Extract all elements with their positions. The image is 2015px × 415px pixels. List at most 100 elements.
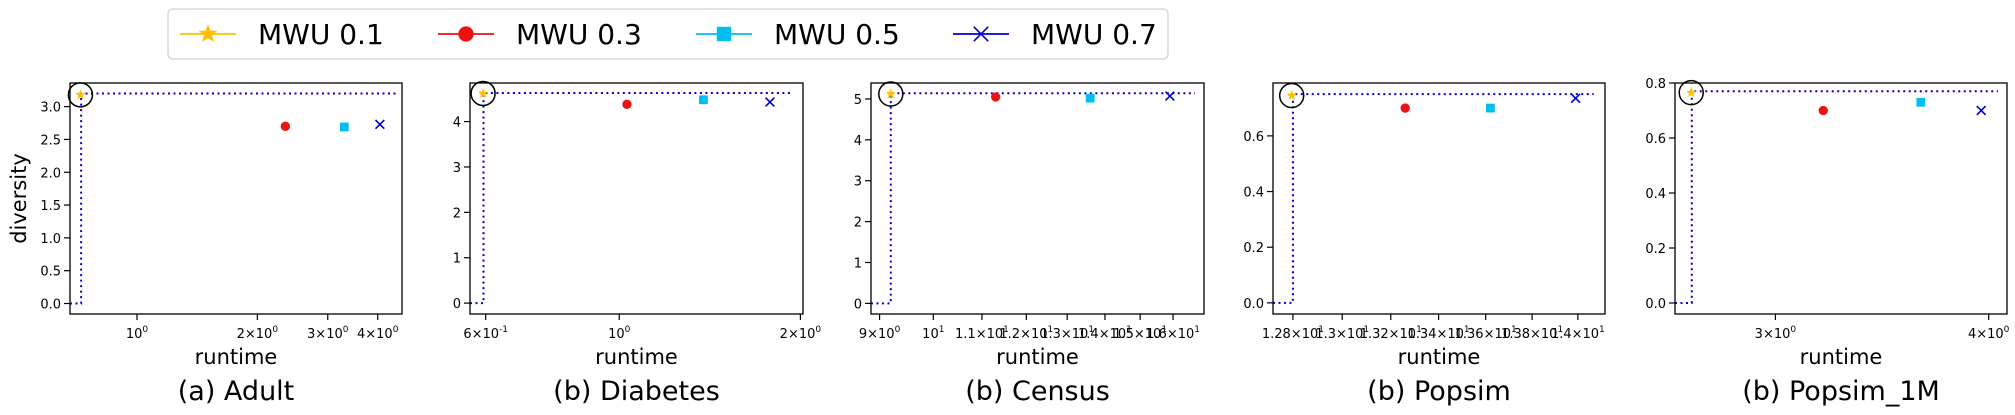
y-tick-label: 0.0 (1645, 297, 1666, 312)
x-tick-label-base: 9×10 (859, 327, 895, 342)
x-tick-label-base: 1.28×10 (1262, 327, 1318, 342)
x-tick-label-base: 3×10 (307, 327, 343, 342)
plot-frame (870, 82, 1205, 315)
x-axis-label: runtime (195, 345, 278, 369)
x-tick-label: 2×100 (237, 325, 279, 342)
data-point (699, 95, 708, 105)
x-tick-label: 1.4×101 (1078, 325, 1132, 342)
x-tick-label-base: 2×10 (780, 327, 816, 342)
x-tick-label: 1.36×101 (1455, 325, 1517, 342)
x-tick-label-base: 1.5×10 (1113, 327, 1161, 342)
x-tick-label-exponent: 0 (1790, 325, 1796, 335)
frontier-line (1675, 90, 1998, 304)
x-tick-label-base: 10 (608, 327, 625, 342)
y-tick-label: 3 (453, 161, 461, 176)
square-marker-icon (716, 26, 732, 42)
data-point (622, 99, 632, 110)
x-tick-label: 100 (126, 325, 149, 342)
legend-label: MWU 0.7 (1031, 18, 1157, 51)
chart-panel: 0.00.20.40.61.28×1011.3×1011.32×1011.34×… (1243, 82, 1606, 407)
x-tick-label-base: 1.6×10 (1146, 327, 1194, 342)
data-point (374, 119, 385, 130)
y-tick-label: 0.2 (1243, 241, 1264, 256)
y-tick-label: 0.4 (1243, 186, 1264, 201)
x-tick-label-exponent: 1 (1003, 325, 1009, 335)
y-tick-label: 4 (854, 134, 862, 149)
x-tick-label-exponent: 0 (815, 325, 821, 335)
x-tick-label-exponent: 1 (1464, 325, 1470, 335)
x-tick-label-exponent: 0 (2004, 325, 2010, 335)
data-point (1570, 93, 1581, 104)
legend-frame (167, 8, 1169, 60)
y-tick-label: 2.5 (40, 133, 61, 148)
x-tick-label: 1.28×101 (1262, 325, 1324, 342)
x-tick-label: 1.38×101 (1501, 325, 1563, 342)
circle-marker-icon (458, 26, 474, 42)
x-tick-label-base: 10 (922, 327, 939, 342)
highlight-circle (878, 81, 904, 107)
legend-item: MWU 0.3 (438, 18, 642, 51)
data-point-stroke (1570, 93, 1581, 104)
legend-item: MWU 0.1 (180, 18, 384, 51)
x-axis-label: runtime (1800, 345, 1883, 369)
y-tick-label: 2.0 (40, 166, 61, 181)
y-tick-label: 0.2 (1645, 242, 1666, 257)
x-tick-label: 1.2×101 (999, 325, 1053, 342)
data-point (75, 89, 86, 100)
highlight-circle (1678, 79, 1704, 106)
x-tick-label-exponent: 1 (1599, 325, 1605, 335)
x-tick-label: 101 (922, 325, 944, 342)
x-tick-label: 1.1×101 (955, 325, 1009, 342)
x-tick-label-exponent: 0 (393, 325, 399, 335)
y-tick-label: 0.6 (1243, 130, 1264, 145)
x-tick-label: 9×100 (859, 325, 901, 342)
x-axis-label: runtime (1398, 345, 1481, 369)
x-axis-label: runtime (595, 345, 678, 369)
y-tick-label: 1.5 (40, 199, 61, 214)
data-point (1976, 105, 1987, 116)
x-tick-label: 6×10-1 (463, 325, 508, 342)
y-tick-label: 4 (453, 116, 461, 131)
data-point (477, 87, 489, 98)
legend: MWU 0.1 MWU 0.3 MWU 0.5 MWU 0.7 (167, 8, 1169, 60)
y-axis-label: diversity (7, 153, 31, 244)
x-tick-label-exponent: 1 (1194, 325, 1200, 335)
x-tick-label-base: 1.4×10 (1078, 327, 1126, 342)
x-tick-label-exponent: -1 (499, 325, 508, 335)
x-marker-icon-stroke (973, 26, 989, 42)
y-tick-label: 0.4 (1645, 187, 1666, 202)
x-tick-label: 1.5×101 (1113, 325, 1167, 342)
x-tick-label-base: 6×10 (463, 327, 499, 342)
x-tick-label-base: 1.34×10 (1408, 327, 1464, 342)
x-tick-label-exponent: 1 (1318, 325, 1324, 335)
frontier-line (1273, 93, 1594, 304)
legend-item: MWU 0.5 (696, 18, 900, 51)
plot-frame (469, 82, 804, 315)
x-tick-label-base: 1.32×10 (1360, 327, 1416, 342)
data-point (764, 97, 775, 108)
panel-caption: (b) Census (965, 376, 1110, 407)
data-point (1400, 103, 1410, 113)
x-tick-label: 3×100 (1755, 325, 1797, 342)
y-tick-label: 3 (854, 175, 862, 190)
x-tick-label-base: 1.1×10 (955, 327, 1003, 342)
y-tick-label: 0 (854, 297, 862, 312)
x-tick-label-exponent: 1 (1088, 325, 1094, 335)
data-point-stroke (1976, 105, 1987, 116)
x-tick-label-base: 2×10 (237, 327, 273, 342)
highlight-circle (470, 80, 496, 107)
panel-caption: (b) Popsim_1M (1742, 376, 1940, 407)
x-tick-label: 1.34×101 (1408, 325, 1470, 342)
frontier-line (70, 92, 397, 305)
data-point-stroke (1164, 91, 1175, 102)
x-tick-label-base: 1.3×10 (1040, 327, 1088, 342)
x-tick-label-base: 1.3×10 (1315, 327, 1363, 342)
legend-label: MWU 0.3 (516, 18, 642, 51)
x-tick-label-base: 4×10 (357, 327, 393, 342)
y-tick-label: 0.6 (1645, 132, 1666, 147)
y-tick-label: 2 (854, 216, 862, 231)
x-tick-label-exponent: 1 (1048, 325, 1054, 335)
